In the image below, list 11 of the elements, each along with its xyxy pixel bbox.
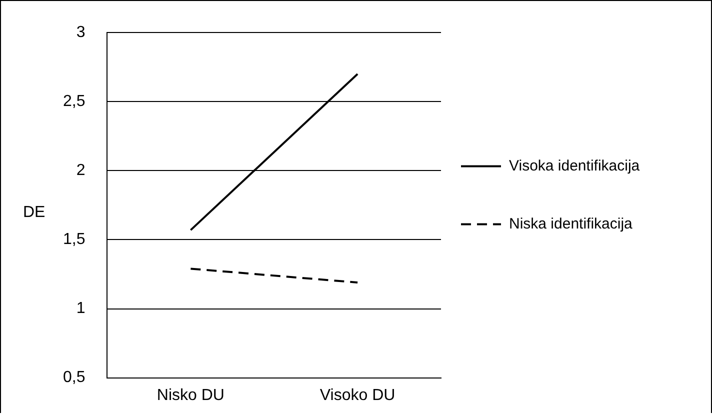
- x-tick-label: Nisko DU: [156, 386, 224, 404]
- x-tick-label: Visoko DU: [320, 386, 396, 404]
- y-tick-label: 1: [76, 300, 86, 318]
- legend-label: Niska identifikacija: [509, 215, 634, 232]
- y-tick-label: 1,5: [62, 231, 86, 248]
- y-tick-label: 2: [76, 162, 86, 180]
- y-tick-label: 3: [76, 24, 86, 42]
- y-tick-label: 0,5: [62, 369, 86, 386]
- y-tick-label: 2,5: [62, 93, 86, 110]
- legend-label: Visoka identifikacija: [509, 157, 640, 174]
- y-axis-title: DE: [23, 204, 46, 222]
